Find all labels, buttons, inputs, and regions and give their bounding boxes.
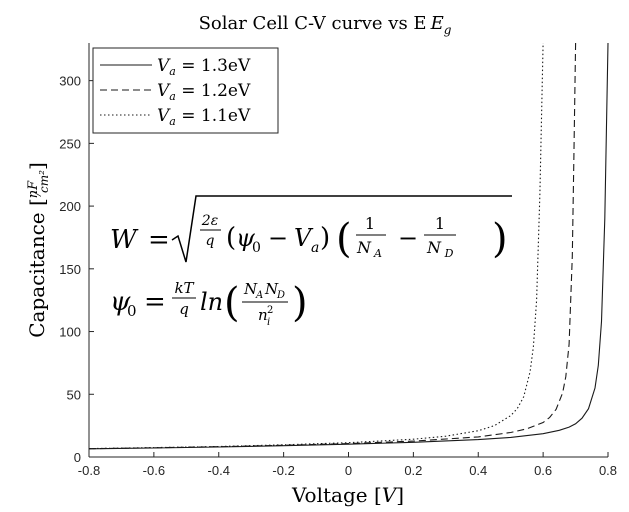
eq-w-bigparen-close: ) — [492, 216, 508, 262]
x-tick-label: -0.8 — [78, 463, 100, 478]
series-group — [88, 42, 609, 450]
eq-psi-na: N — [243, 280, 258, 298]
eq-w-frac1-num: 1 — [365, 214, 375, 233]
x-tick-label: -0.6 — [143, 463, 165, 478]
eq-w-psi: ψ — [236, 224, 256, 252]
y-axis-label: Capacitance [nF⁄cm²] — [25, 162, 51, 338]
eq-psi-na-sub: A — [255, 290, 263, 301]
eq-psi-lhs: ψ — [110, 287, 131, 317]
x-tick-label: 0 — [345, 463, 352, 478]
x-tick-label: 0.6 — [534, 463, 552, 478]
x-tick-label: -0.2 — [272, 463, 294, 478]
eq-w-frac1-den: N — [356, 238, 372, 257]
eq-w-frac2-den: N — [426, 238, 442, 257]
eq-w-paren-open: ( — [226, 223, 236, 253]
eq-psi-q: q — [179, 300, 189, 318]
eq-w-va-sub: a — [311, 240, 319, 256]
legend: Va = 1.3eV Va = 1.2eV Va = 1.1eV — [92, 47, 279, 134]
y-tick-label: 100 — [59, 325, 81, 340]
eq-psi-ni-sub: i — [267, 317, 270, 328]
eq-w-minus: − — [268, 224, 288, 252]
eq-psi-paren-open: ( — [224, 280, 240, 326]
series-line-1 — [88, 42, 609, 450]
eq-w-paren-close: ) — [320, 223, 330, 253]
x-tick-label: 0.4 — [469, 463, 487, 478]
svg-text:Capacitance [nF⁄cm²]: Capacitance [nF⁄cm²] — [25, 162, 51, 338]
x-tick-label: -0.4 — [208, 463, 230, 478]
eq-w-radical — [171, 195, 512, 263]
ticks: -0.8 -0.6 -0.4 -0.2 0 0.2 0.4 0.6 0.805010015020… — [59, 74, 617, 478]
eq-psi-nd-sub: D — [276, 290, 285, 301]
eq-psi-lhs-sub: 0 — [127, 302, 137, 320]
x-tick-label: 0.2 — [404, 463, 422, 478]
eq-psi-ln: ln — [200, 288, 223, 316]
eq-w-coef-num: 2ε — [201, 213, 218, 229]
eq-w-coef-den: q — [206, 233, 215, 249]
eq-w-bigparen-open: ( — [336, 216, 352, 262]
y-tick-label: 200 — [59, 199, 81, 214]
eq-w-frac2-den-sub: D — [444, 247, 454, 260]
chart-title: Solar Cell C-V curve vs E Eg — [199, 13, 452, 37]
eq-psi-paren-close: ) — [292, 280, 308, 326]
eq-w-frac1-den-sub: A — [373, 247, 382, 260]
eq-psi-equals: = — [144, 287, 166, 317]
x-axis-label: Voltage [V] — [291, 483, 404, 507]
x-tick-label: 0.8 — [599, 463, 617, 478]
eq-w-va: V — [294, 224, 314, 252]
eq-psi-ni-sup: 2 — [267, 305, 273, 316]
legend-label-2: Va = 1.2eV — [157, 81, 251, 103]
y-tick-label: 150 — [59, 262, 81, 277]
legend-label-1: Va = 1.3eV — [157, 56, 251, 78]
eq-w-psi-sub: 0 — [252, 240, 261, 256]
series-line-2 — [88, 42, 577, 450]
eq-psi-nd: N — [264, 280, 279, 298]
eq-w-equals: = — [148, 225, 170, 255]
y-tick-label: 300 — [59, 74, 81, 89]
eq-psi-kt: kT — [174, 279, 194, 297]
y-tick-label: 50 — [67, 387, 81, 402]
eq-psi-ni: n — [258, 306, 268, 324]
y-tick-label: 250 — [59, 136, 81, 151]
series-line-3 — [88, 42, 544, 450]
legend-label-3: Va = 1.1eV — [157, 106, 251, 128]
eq-w-frac2-num: 1 — [435, 214, 445, 233]
eq-w-minus2: − — [398, 224, 418, 252]
y-tick-label: 0 — [74, 450, 81, 465]
eq-w-lhs: W — [110, 225, 139, 255]
equation-width: W = 2ε q ( ψ 0 − V a ) ( 1 N A − 1 N D ) — [110, 195, 512, 263]
equation-psi0: ψ 0 = kT q ln ( N A N D n 2 i ) — [110, 279, 308, 328]
